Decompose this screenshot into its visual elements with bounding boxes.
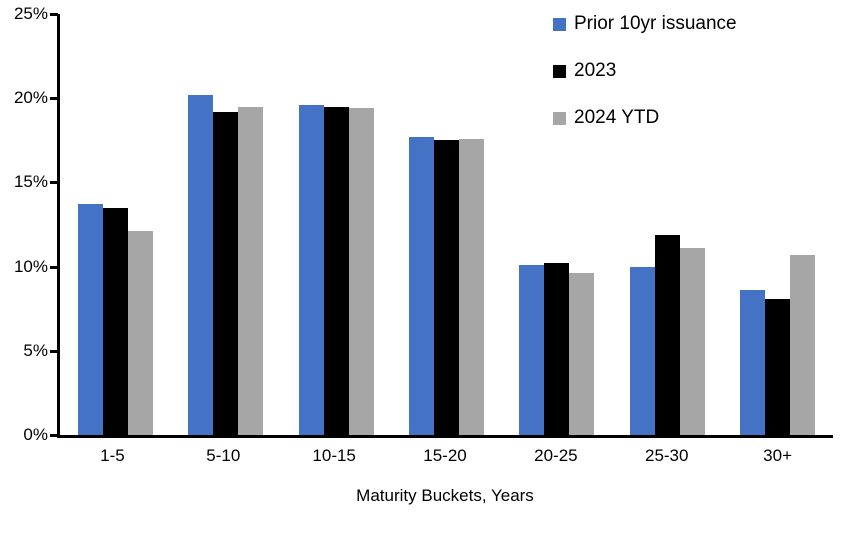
bar-2024-ytd [458, 138, 484, 435]
bar-2023 [765, 298, 791, 435]
bar-prior-10yr-issuance [740, 290, 766, 435]
legend-label: Prior 10yr issuance [574, 13, 737, 34]
legend-label: 2023 [574, 60, 617, 81]
plot-area: 25% 20% 15% 10% 5% 0% [14, 4, 833, 444]
bar-prior-10yr-issuance [298, 104, 324, 435]
y-tick-label: 15% [13, 172, 48, 192]
x-axis-title: Maturity Buckets, Years [356, 486, 534, 505]
bar-2023 [323, 106, 349, 435]
legend-item: 2024 YTD [553, 107, 737, 129]
bar-2023 [544, 263, 570, 435]
legend-label: 2024 YTD [574, 107, 660, 128]
bar-2024-ytd [569, 273, 595, 435]
y-tick-label: 25% [13, 4, 48, 23]
y-tick-label: 10% [13, 256, 48, 276]
x-axis-label: 1-5 [100, 446, 125, 465]
bar-2023 [213, 111, 239, 435]
x-axis-labels: 1-5 5-10 10-15 15-20 20-25 25-30 30+ [57, 446, 833, 466]
bar-2024-ytd [679, 248, 705, 435]
legend-item: 2023 [553, 60, 737, 82]
bar-group [723, 14, 833, 435]
legend: Prior 10yr issuance 2023 2024 YTD [553, 13, 737, 129]
y-tick-mark [50, 349, 58, 353]
y-tick-mark [50, 13, 58, 16]
bar-2024-ytd [127, 231, 153, 435]
legend-item: Prior 10yr issuance [553, 13, 737, 35]
bar-2024-ytd [790, 254, 816, 435]
y-tick-label: 0% [23, 425, 48, 444]
legend-swatch-icon [553, 111, 566, 125]
bar-prior-10yr-issuance [408, 136, 434, 435]
bar-groups [60, 14, 833, 435]
bar-group [281, 14, 391, 435]
y-tick-mark [50, 97, 58, 101]
bar-group [391, 14, 501, 435]
y-tick-label: 20% [13, 88, 48, 108]
y-tick-mark [50, 265, 58, 269]
x-axis-label: 25-30 [644, 446, 689, 465]
bar-prior-10yr-issuance [188, 94, 214, 435]
bar-prior-10yr-issuance [629, 266, 655, 435]
y-tick-mark [50, 434, 58, 437]
y-tick-label: 5% [23, 340, 48, 360]
bar-2023 [654, 234, 680, 435]
bar-2024-ytd [238, 106, 264, 435]
legend-swatch-icon [553, 17, 566, 31]
bar-group [502, 14, 612, 435]
x-axis-label: 5-10 [206, 446, 241, 465]
bar-group [60, 14, 170, 435]
bar-2024-ytd [348, 108, 374, 435]
bar-2023 [102, 207, 128, 435]
bar-group [170, 14, 280, 435]
bar-2023 [433, 140, 459, 435]
x-axis-label: 10-15 [312, 446, 356, 465]
bar-group [612, 14, 722, 435]
bar-prior-10yr-issuance [77, 204, 103, 435]
bar-prior-10yr-issuance [519, 264, 545, 435]
x-axis-label: 20-25 [534, 446, 578, 465]
legend-swatch-icon [553, 64, 566, 78]
x-axis-label: 15-20 [423, 446, 467, 465]
x-axis-label: 30+ [763, 446, 792, 465]
y-tick-mark [50, 181, 58, 185]
